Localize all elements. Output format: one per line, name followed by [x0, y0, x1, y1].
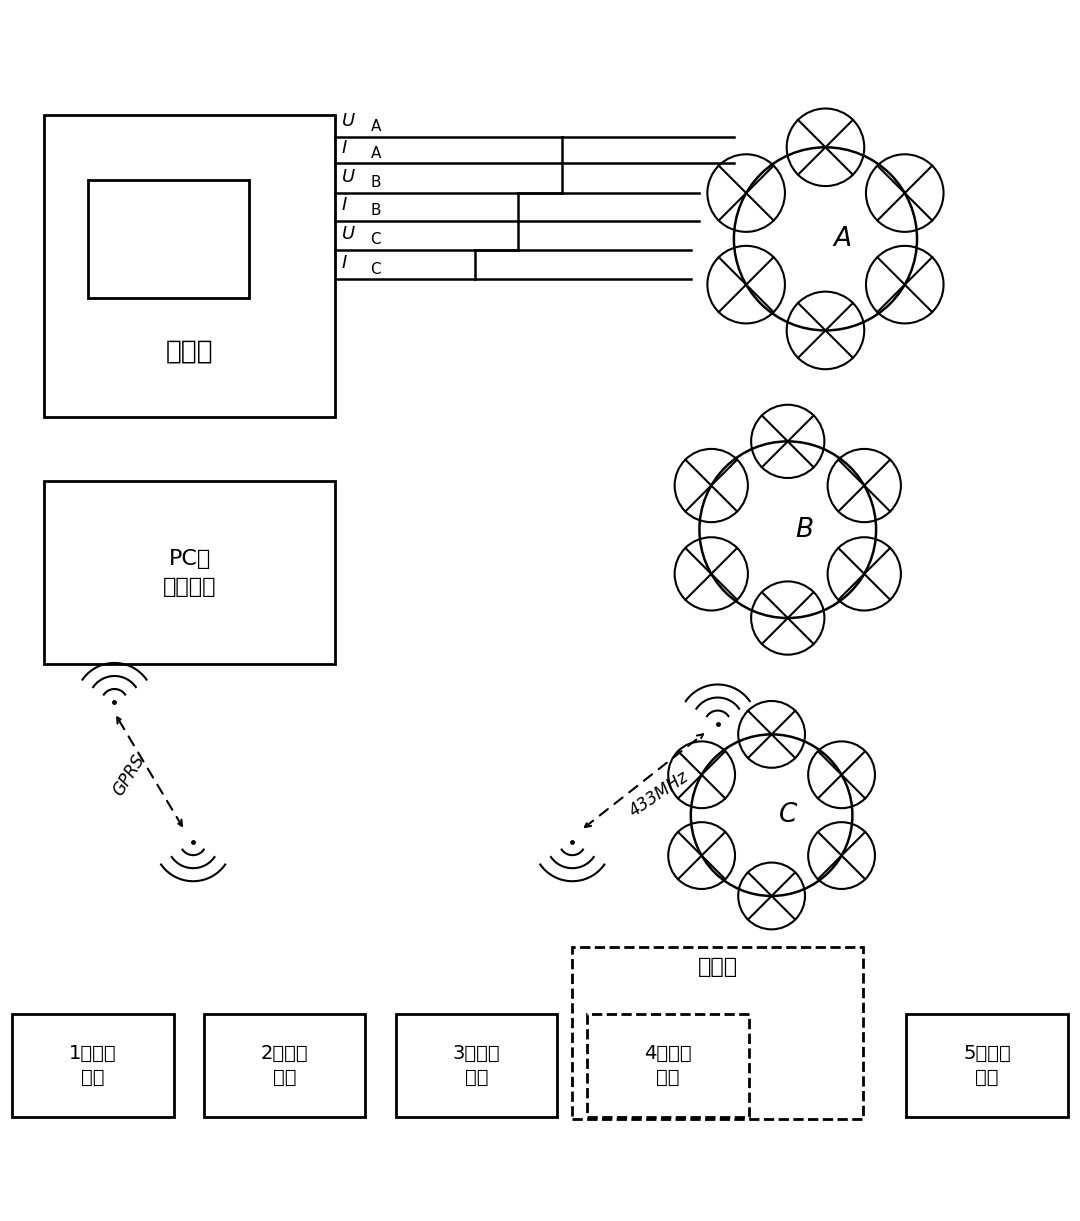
Text: 1号汇集
单元: 1号汇集 单元	[69, 1044, 117, 1087]
Text: $\mathit{I}$: $\mathit{I}$	[340, 254, 348, 272]
Text: 5号汇集
单元: 5号汇集 单元	[963, 1044, 1011, 1087]
Bar	[395, 1015, 557, 1117]
Text: 2号汇集
单元: 2号汇集 单元	[261, 1044, 309, 1087]
Text: GPRS: GPRS	[109, 751, 148, 799]
Bar	[572, 946, 863, 1118]
Bar	[44, 481, 335, 664]
Text: $\mathrm{A}$: $\mathrm{A}$	[369, 145, 382, 161]
Bar	[87, 179, 249, 298]
Text: $\mathit{U}$: $\mathit{U}$	[340, 112, 355, 131]
Text: 屏蔽笱: 屏蔽笱	[698, 957, 738, 977]
Text: $\mathrm{B}$: $\mathrm{B}$	[369, 203, 381, 219]
Text: $\mathit{I}$: $\mathit{I}$	[340, 197, 348, 214]
Text: $\mathit{A}$: $\mathit{A}$	[832, 226, 851, 252]
Text: $\mathrm{B}$: $\mathrm{B}$	[369, 175, 381, 190]
Text: $\mathit{U}$: $\mathit{U}$	[340, 168, 355, 186]
Text: $\mathit{I}$: $\mathit{I}$	[340, 139, 348, 158]
Bar	[906, 1015, 1068, 1117]
Text: 4号汇集
单元: 4号汇集 单元	[645, 1044, 692, 1087]
Text: PC端
模拟主站: PC端 模拟主站	[163, 548, 217, 597]
Text: 3号汇集
单元: 3号汇集 单元	[453, 1044, 500, 1087]
Bar	[588, 1015, 750, 1117]
Bar	[204, 1015, 365, 1117]
Text: $\mathrm{A}$: $\mathrm{A}$	[369, 118, 382, 134]
Text: $\mathit{C}$: $\mathit{C}$	[778, 802, 798, 828]
Bar	[12, 1015, 174, 1117]
Text: 433MHz: 433MHz	[625, 767, 691, 821]
Text: $\mathrm{C}$: $\mathrm{C}$	[369, 260, 381, 277]
Text: $\mathrm{C}$: $\mathrm{C}$	[369, 232, 381, 248]
Text: $\mathit{B}$: $\mathit{B}$	[795, 516, 813, 542]
Text: $\mathit{U}$: $\mathit{U}$	[340, 225, 355, 243]
Text: 继保仪: 继保仪	[166, 339, 214, 365]
Bar	[44, 115, 335, 416]
